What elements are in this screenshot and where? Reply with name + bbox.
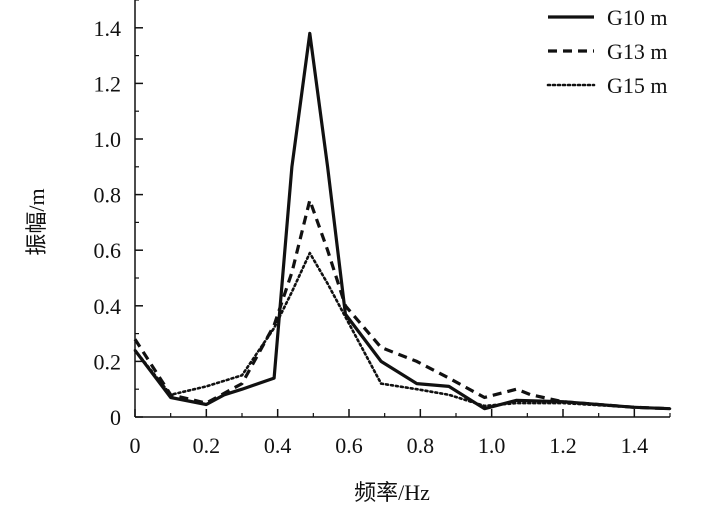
legend: G10 m G13 m G15 m [546, 5, 668, 98]
y-tick-label: 1.4 [94, 16, 122, 41]
x-tick-label: 0 [130, 433, 141, 458]
x-axis-title: 频率/Hz [354, 480, 430, 505]
x-tick-label: 0.6 [335, 433, 363, 458]
series-line-g15-m [133, 251, 672, 411]
x-tick-label: 1.4 [621, 433, 649, 458]
y-tick-label: 0.8 [94, 183, 122, 208]
y-tick-label: 0.2 [94, 349, 122, 374]
x-tick-label: 1.2 [549, 433, 577, 458]
series-line-g10-m [133, 31, 671, 411]
x-tick-label: 0.8 [407, 433, 435, 458]
legend-label: G10 m [607, 5, 668, 30]
series-lines [133, 31, 672, 411]
x-tick-label: 1.0 [478, 433, 506, 458]
x-tick-label: 0.4 [264, 433, 292, 458]
legend-label: G15 m [607, 73, 668, 98]
legend-label: G13 m [607, 39, 668, 64]
y-tick-label: 0.4 [94, 294, 122, 319]
series-line-g13-m [133, 198, 671, 411]
x-tick-label: 0.2 [193, 433, 221, 458]
y-axis-title: 振幅/m [24, 188, 49, 255]
axes: 0 0.2 0.4 0.6 0.8 1.0 1.2 1.4 0 0.2 0.4 0.6 0.8 1.0 1.… [94, 0, 671, 458]
y-tick-label: 0 [110, 405, 121, 430]
y-tick-label: 1.0 [94, 127, 122, 152]
y-tick-label: 1.2 [94, 71, 122, 96]
y-tick-label: 0.6 [94, 238, 122, 263]
